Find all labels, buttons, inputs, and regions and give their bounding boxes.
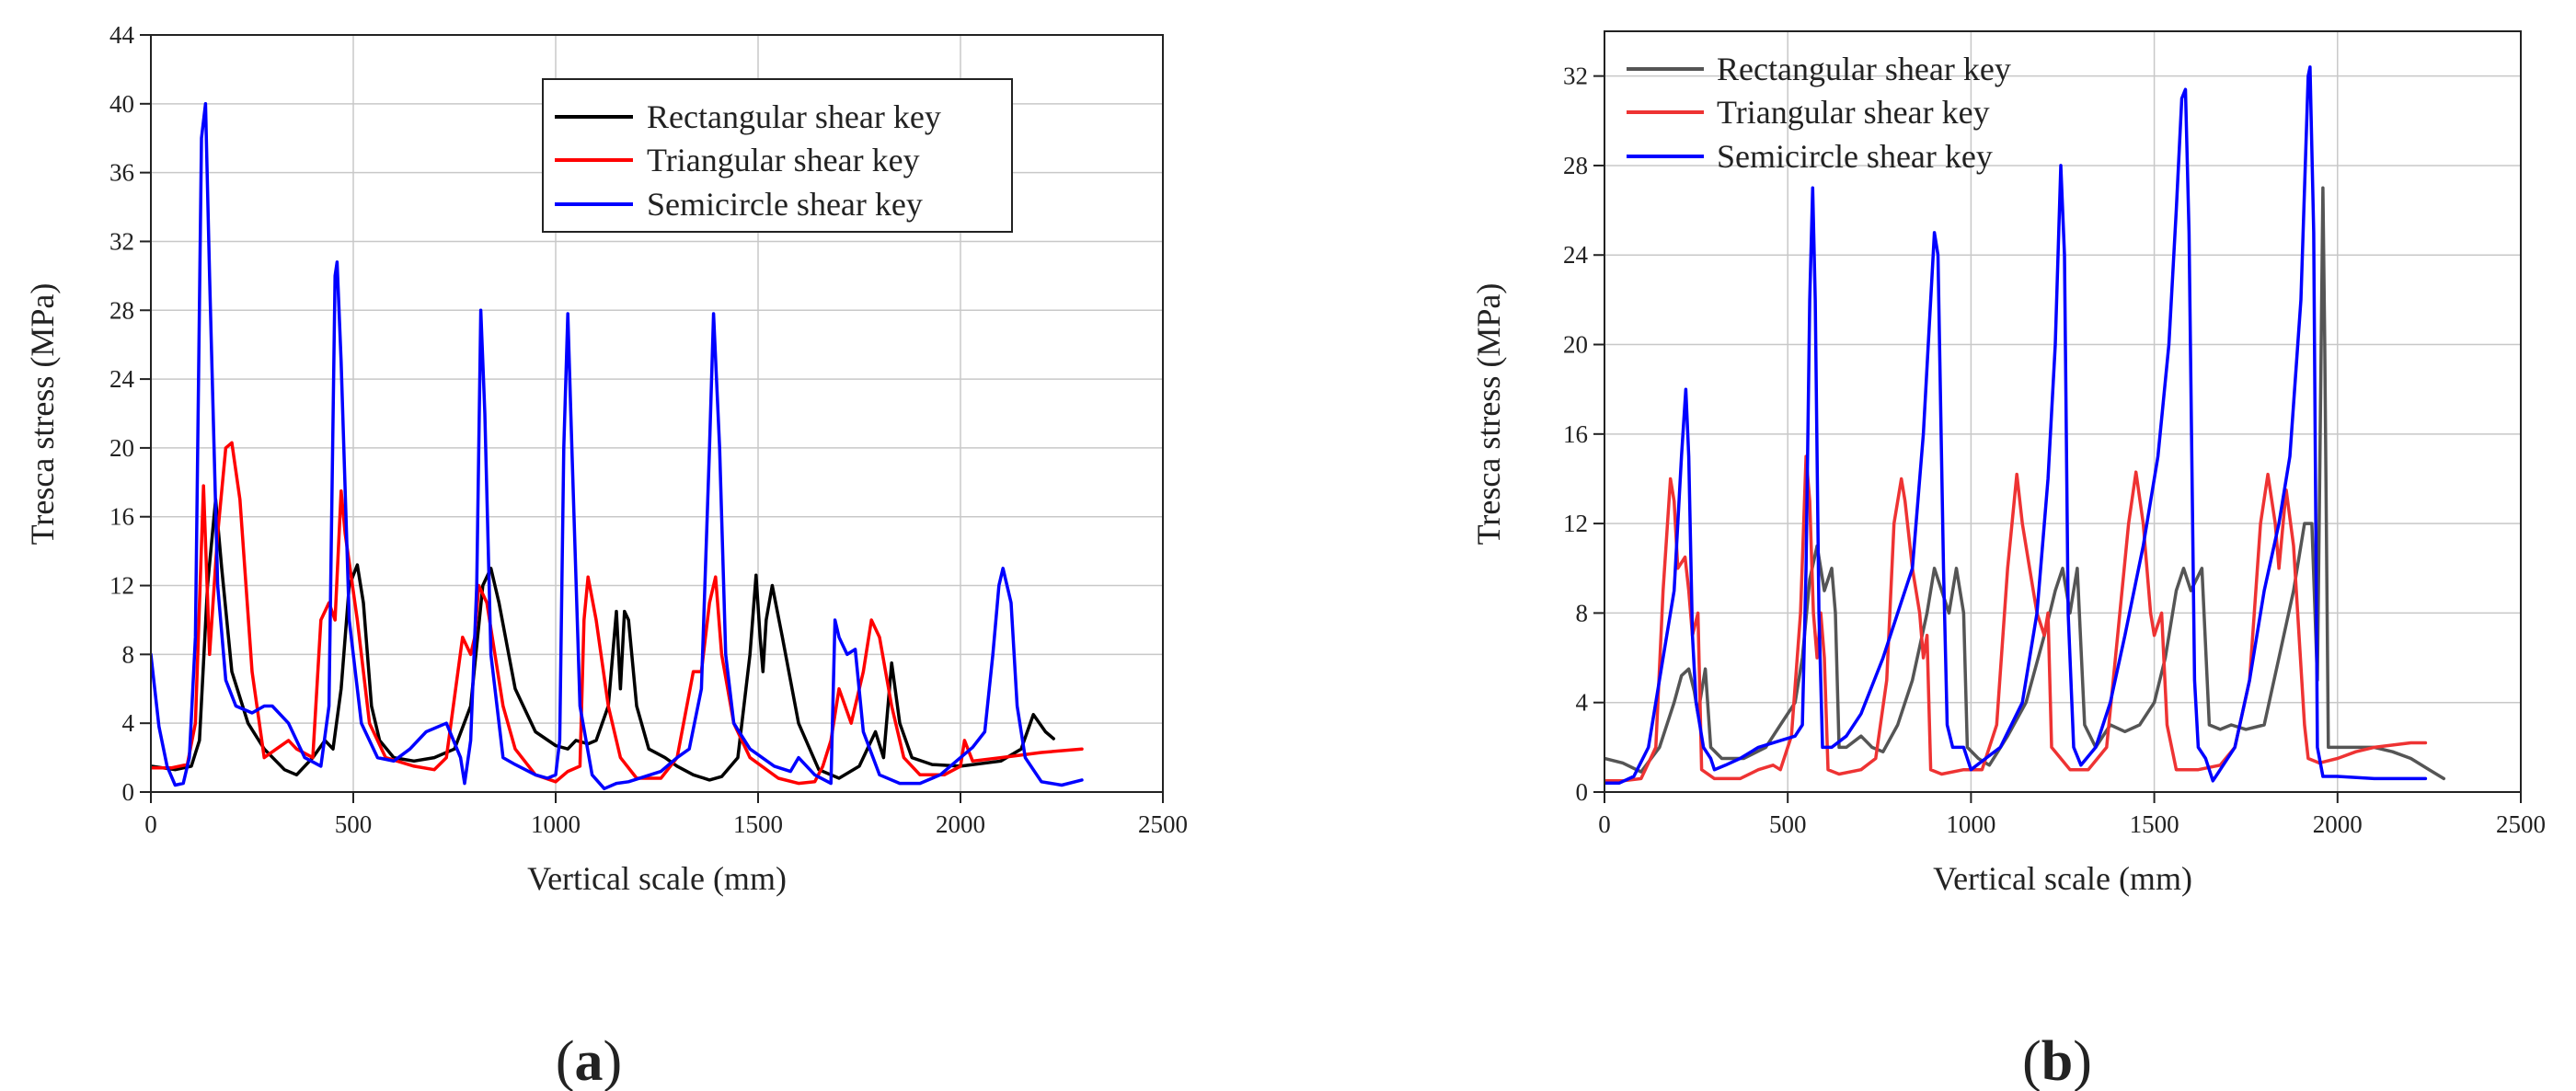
legend-b: Rectangular shear key Triangular shear k… [1627, 51, 2011, 175]
x-ticks-a: 0 500 1000 1500 2000 2500 [144, 792, 1188, 838]
y-tick-label: 4 [122, 709, 135, 737]
legend-label-semicircle-b: Semicircle shear key [1717, 138, 1993, 175]
x-tick-label: 2000 [2313, 810, 2363, 838]
y-tick-label: 20 [109, 434, 134, 462]
y-tick-label: 0 [122, 778, 135, 806]
gridlines-b [1604, 31, 2521, 792]
caption-open-b: ( [2022, 1030, 2041, 1091]
legend-label-rectangular-a: Rectangular shear key [647, 98, 941, 135]
plot-area-b [1604, 31, 2521, 792]
y-axis-title-b: Tresca stress (MPa) [1470, 283, 1507, 546]
legend-label-triangular-a: Triangular shear key [647, 142, 920, 178]
y-tick-label: 44 [109, 21, 135, 49]
x-tick-label: 1500 [2130, 810, 2179, 838]
plot-frame-a [150, 34, 1164, 793]
y-tick-label: 8 [1576, 599, 1589, 626]
y-tick-label: 24 [109, 365, 135, 393]
x-tick-label: 1000 [1946, 810, 1995, 838]
x-tick-label: 2500 [2496, 810, 2546, 838]
chart-panel-a: 0 4 8 12 16 20 24 28 32 36 40 44 0 500 1000 1500 2000 25… [24, 21, 1188, 1091]
plot-frame-b [1604, 30, 2522, 793]
y-tick-label: 12 [1563, 510, 1588, 537]
legend-label-triangular-b: Triangular shear key [1717, 94, 1990, 131]
y-tick-label: 0 [1576, 778, 1589, 806]
caption-b: (b) [2022, 1030, 2092, 1091]
caption-a: (a) [556, 1030, 622, 1091]
series-group-a [151, 102, 1084, 791]
x-tick-label: 2500 [1138, 810, 1188, 838]
caption-open-a: ( [556, 1030, 575, 1091]
series-line-triangular [1604, 454, 2428, 783]
legend-a: Rectangular shear key Triangular shear k… [542, 78, 1013, 233]
legend-box-a [542, 78, 1013, 233]
x-tick-label: 1000 [531, 810, 581, 838]
caption-close-a: ) [604, 1030, 623, 1091]
y-ticks-b: 0 4 8 12 16 20 24 28 32 [1563, 63, 1604, 806]
caption-letter-b: b [2041, 1030, 2073, 1091]
x-axis-title-b: Vertical scale (mm) [1933, 860, 2192, 897]
y-tick-label: 16 [1563, 420, 1588, 448]
legend-label-semicircle-a: Semicircle shear key [647, 186, 923, 223]
y-tick-label: 36 [109, 159, 134, 187]
caption-letter-a: a [575, 1030, 604, 1091]
x-ticks-b: 0 500 1000 1500 2000 2500 [1598, 792, 2546, 838]
x-tick-label: 500 [335, 810, 373, 838]
x-tick-label: 2000 [936, 810, 985, 838]
x-tick-label: 500 [1769, 810, 1807, 838]
caption-close-b: ) [2073, 1030, 2092, 1091]
y-tick-label: 40 [109, 90, 134, 118]
y-axis-title-a: Tresca stress (MPa) [24, 283, 61, 546]
series-line-semicircle [1604, 65, 2428, 786]
y-tick-label: 12 [109, 572, 134, 600]
y-tick-label: 28 [1563, 152, 1588, 179]
y-tick-label: 24 [1563, 241, 1589, 269]
y-ticks-a: 0 4 8 12 16 20 24 28 32 36 40 44 [109, 21, 151, 806]
y-tick-label: 28 [109, 296, 134, 324]
series-group-b [1604, 65, 2446, 786]
x-tick-label: 0 [144, 810, 157, 838]
y-tick-label: 20 [1563, 331, 1588, 359]
x-tick-label: 0 [1598, 810, 1611, 838]
x-axis-title-a: Vertical scale (mm) [527, 860, 787, 897]
chart-panel-b: 0 4 8 12 16 20 24 28 32 0 500 1000 1500 2000 2500 Ver… [1470, 30, 2546, 1091]
legend-label-rectangular-b: Rectangular shear key [1717, 51, 2011, 87]
series-line-semicircle [151, 102, 1084, 791]
y-tick-label: 8 [122, 640, 135, 668]
y-tick-label: 32 [1563, 63, 1588, 90]
y-tick-label: 32 [109, 227, 134, 255]
series-line-triangular [151, 441, 1084, 786]
y-tick-label: 4 [1576, 689, 1589, 717]
x-tick-label: 1500 [733, 810, 783, 838]
y-tick-label: 16 [109, 503, 134, 531]
